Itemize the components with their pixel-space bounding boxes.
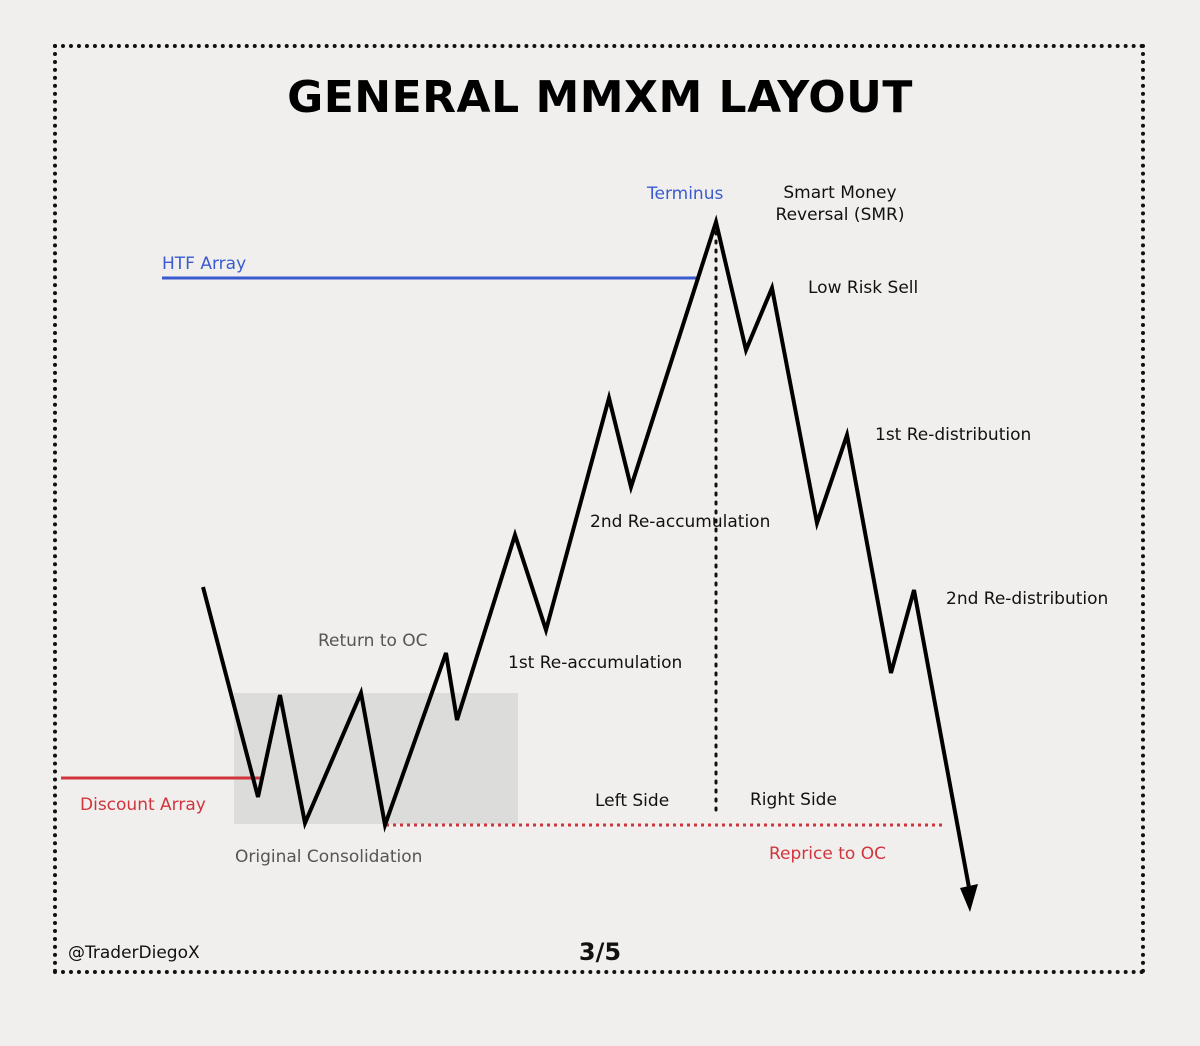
- label-low-risk-sell: Low Risk Sell: [808, 278, 919, 298]
- page-number: 3/5: [578, 938, 622, 966]
- label-smr-line2: Reversal (SMR): [775, 205, 905, 225]
- price-path: [201, 214, 972, 894]
- label-reprice-to-oc: Reprice to OC: [769, 844, 886, 864]
- label-right-side: Right Side: [750, 790, 837, 810]
- label-htf-array: HTF Array: [162, 254, 247, 274]
- label-return-to-oc: Return to OC: [318, 631, 428, 651]
- label-1st-reaccumulation: 1st Re-accumulation: [508, 653, 683, 673]
- label-1st-redistribution: 1st Re-distribution: [875, 425, 1032, 445]
- dotted-frame: [53, 44, 1145, 974]
- label-2nd-reaccumulation: 2nd Re-accumulation: [590, 512, 771, 532]
- arrow-head: [960, 884, 978, 912]
- label-2nd-redistribution: 2nd Re-distribution: [946, 589, 1109, 609]
- diagram-title: GENERAL MMXM LAYOUT: [287, 72, 913, 123]
- label-original-consolidation: Original Consolidation: [235, 847, 423, 867]
- label-smr-line1: Smart Money: [783, 183, 897, 203]
- label-discount-array: Discount Array: [80, 795, 206, 815]
- label-left-side: Left Side: [595, 791, 670, 811]
- label-smr: Smart Money Reversal (SMR): [770, 182, 910, 226]
- label-terminus: Terminus: [647, 184, 724, 204]
- author-credit: @TraderDiegoX: [68, 943, 200, 963]
- original-consolidation-box: [234, 693, 518, 824]
